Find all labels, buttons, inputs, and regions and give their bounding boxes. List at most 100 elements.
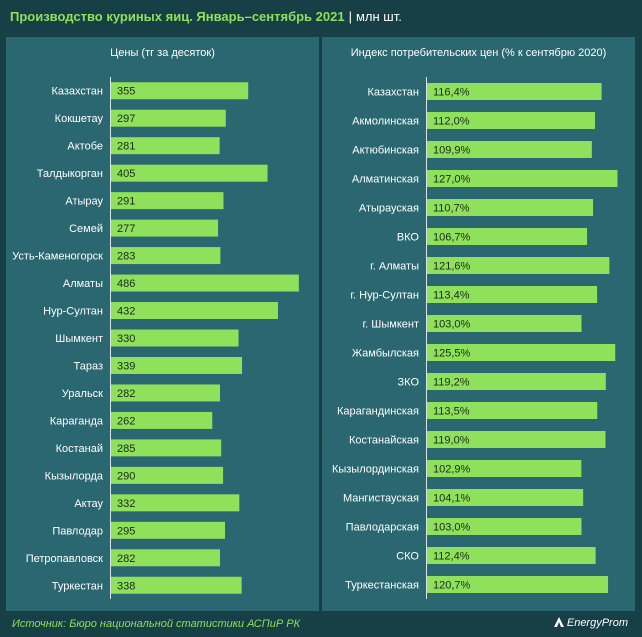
- cpi-bar: [427, 199, 594, 216]
- price-category-label: Атырау: [65, 196, 103, 208]
- price-value-label: 297: [117, 113, 135, 125]
- price-category-label: Караганда: [50, 415, 104, 427]
- price-value-label: 432: [117, 306, 135, 318]
- cpi-value-label: 104,1%: [433, 493, 471, 505]
- price-value-label: 285: [117, 443, 135, 455]
- price-category-label: Костанай: [56, 443, 103, 455]
- price-value-label: 355: [117, 86, 135, 98]
- cpi-value-label: 106,7%: [433, 232, 471, 244]
- price-bar: [111, 274, 299, 292]
- cpi-value-label: 119,2%: [433, 377, 470, 389]
- cpi-category-label: Актюбинская: [352, 145, 419, 157]
- price-category-label: Усть-Каменогорск: [12, 251, 103, 263]
- cpi-value-label: 113,4%: [433, 290, 470, 302]
- price-bar: [111, 137, 220, 155]
- price-category-label: Кызылорда: [45, 470, 104, 482]
- price-bar: [111, 247, 221, 265]
- price-value-label: 295: [117, 525, 135, 537]
- cpi-axis-line: [426, 77, 427, 599]
- cpi-value-label: 127,0%: [433, 174, 471, 186]
- energyprom-icon: [553, 617, 564, 627]
- title-text: Производство куриных яиц. Январь–сентябр…: [10, 9, 345, 24]
- price-category-label: Шымкент: [55, 333, 103, 345]
- price-bar: [111, 411, 213, 429]
- price-bar: [111, 384, 221, 402]
- prices-axis-line: [110, 77, 111, 599]
- title-separator: |: [348, 9, 352, 24]
- price-value-label: 332: [117, 498, 135, 510]
- price-value-label: 283: [117, 251, 135, 263]
- cpi-value-label: 109,9%: [433, 145, 471, 157]
- price-category-label: Алматы: [63, 278, 103, 290]
- cpi-bar-chart: Казахстан 116,4% Акмолинская 112,0% Актюбинс…: [332, 83, 618, 593]
- price-category-label: Кокшетау: [55, 113, 104, 125]
- price-category-label: Актобе: [67, 141, 103, 153]
- header: Производство куриных яиц. Январь–сентябр…: [0, 0, 642, 36]
- price-bar: [111, 439, 222, 457]
- cpi-bar: [427, 141, 592, 158]
- cpi-bar: [427, 170, 618, 187]
- price-bar: [111, 494, 240, 512]
- cpi-category-label: Атырауская: [359, 203, 419, 215]
- price-category-label: Павлодар: [52, 525, 103, 537]
- cpi-category-label: Павлодарская: [346, 522, 419, 534]
- cpi-panel-title: Индекс потребительских цен (% к сентябрю…: [350, 47, 607, 59]
- price-category-label: Уральск: [62, 388, 103, 400]
- cpi-value-label: 102,9%: [433, 464, 471, 476]
- cpi-category-label: СКО: [396, 551, 419, 563]
- price-category-label: Семей: [69, 223, 103, 235]
- cpi-bar: [427, 257, 610, 274]
- cpi-category-label: г. Нур-Султан: [350, 290, 419, 302]
- cpi-value-label: 113,5%: [433, 406, 470, 418]
- cpi-bar: [427, 431, 606, 448]
- price-bar: [111, 356, 243, 374]
- cpi-category-label: Жамбылская: [352, 348, 419, 360]
- cpi-value-label: 112,4%: [433, 551, 470, 563]
- price-value-label: 330: [117, 333, 135, 345]
- cpi-category-label: ЗКО: [398, 377, 420, 389]
- cpi-category-label: Мангистауская: [343, 493, 419, 505]
- cpi-bar: [427, 576, 609, 593]
- price-value-label: 486: [117, 278, 135, 290]
- price-bar: [111, 109, 226, 127]
- cpi-category-label: Казахстан: [367, 87, 419, 99]
- cpi-bar: [427, 286, 598, 303]
- cpi-bar: [427, 518, 582, 535]
- cpi-value-label: 125,5%: [433, 348, 471, 360]
- cpi-bar: [427, 112, 595, 129]
- cpi-panel: Индекс потребительских цен (% к сентябрю…: [322, 37, 635, 611]
- cpi-bar: [427, 489, 584, 506]
- cpi-value-label: 120,7%: [433, 580, 471, 592]
- brand-name: EnergyProm: [566, 617, 628, 629]
- cpi-bar: [427, 402, 598, 419]
- cpi-category-label: ВКО: [397, 232, 420, 244]
- cpi-bar: [427, 83, 602, 100]
- price-value-label: 338: [117, 580, 135, 592]
- cpi-category-label: Костанайская: [349, 435, 419, 447]
- prices-panel-title: Цены (тг за десяток): [110, 47, 215, 59]
- prices-panel: Цены (тг за десяток) Казахстан 355 Кокшета…: [6, 37, 319, 611]
- cpi-value-label: 103,0%: [433, 319, 471, 331]
- price-bar: [111, 219, 219, 237]
- brand-logo: EnergyProm: [553, 617, 628, 629]
- price-bar: [111, 466, 224, 484]
- prices-bar-chart: Казахстан 355 Кокшетау 297 Актобе 281 Талдыкор…: [12, 82, 299, 594]
- cpi-category-label: Кызылординская: [332, 464, 419, 476]
- cpi-bar: [427, 547, 596, 564]
- cpi-value-label: 116,4%: [433, 87, 470, 99]
- cpi-value-label: 110,7%: [433, 203, 470, 215]
- cpi-category-label: г. Алматы: [370, 261, 419, 273]
- price-category-label: Талдыкорган: [37, 168, 103, 180]
- price-category-label: Тараз: [74, 360, 104, 372]
- price-bar: [111, 302, 278, 320]
- cpi-value-label: 112,0%: [433, 116, 470, 128]
- price-bar: [111, 192, 224, 210]
- price-category-label: Туркестан: [52, 580, 103, 592]
- price-bar: [111, 521, 226, 539]
- price-value-label: 262: [117, 415, 135, 427]
- cpi-value-label: 121,6%: [433, 261, 471, 273]
- price-category-label: Нур-Султан: [43, 306, 103, 318]
- cpi-bar: [427, 373, 606, 390]
- chart-title: Производство куриных яиц. Январь–сентябр…: [10, 9, 402, 24]
- price-category-label: Казахстан: [51, 86, 103, 98]
